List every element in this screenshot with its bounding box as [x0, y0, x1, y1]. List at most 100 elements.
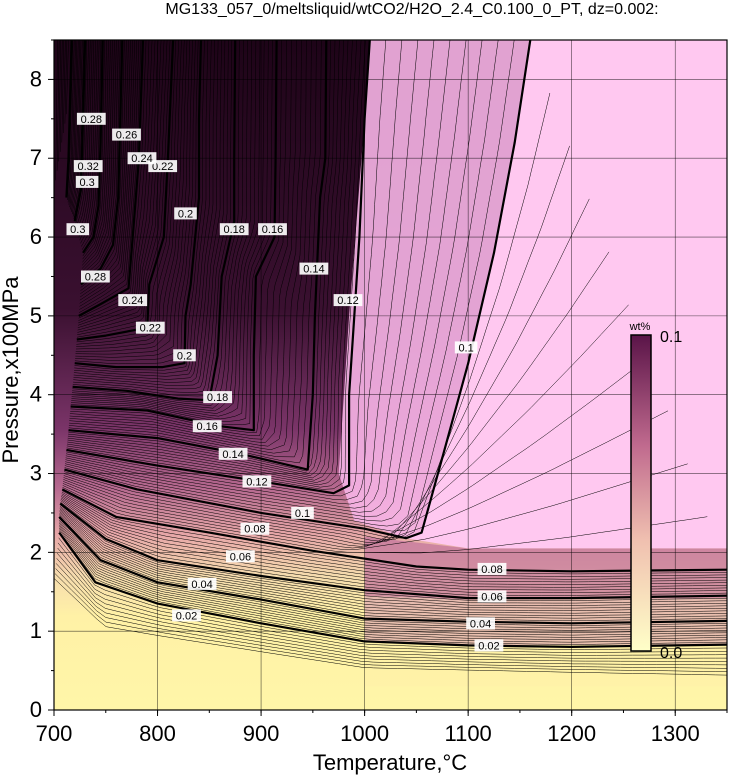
minor-contour-line: [68, 40, 76, 205]
minor-contour-line: [70, 40, 79, 210]
y-tick-label: 0: [30, 697, 42, 722]
contour-label-bg: [454, 341, 478, 354]
x-axis-label: Temperature,°C: [313, 750, 467, 775]
contour-label-bg: [203, 391, 232, 404]
minor-contour-line: [61, 490, 727, 575]
contour-label-bg: [291, 506, 314, 519]
minor-contour-line: [81, 40, 100, 247]
contour-label-bg: [135, 321, 165, 334]
contour-label: 0.28: [85, 272, 106, 284]
minor-contour-line: [81, 40, 115, 272]
minor-contour-line: [74, 40, 205, 371]
minor-contour-line: [59, 510, 727, 611]
colorbar: wt% 0.1 0.0: [629, 321, 683, 662]
contour-label: 0.24: [122, 295, 143, 307]
minor-contour-line: [75, 40, 193, 358]
minor-contour-line: [82, 40, 107, 260]
minor-contour-line: [73, 40, 226, 390]
minor-contour-line: [59, 514, 727, 619]
contour-label: 0.2: [177, 350, 192, 362]
minor-contour-line: [69, 40, 302, 447]
minor-contour-line: [78, 40, 142, 313]
contour-label: 0.04: [470, 618, 491, 630]
minor-contour-line: [80, 40, 125, 288]
minor-contour-line: [81, 40, 102, 250]
minor-contour-line: [79, 40, 133, 301]
y-tick-label: 5: [30, 303, 42, 328]
contour-label: 0.1: [295, 508, 310, 520]
minor-contour-line: [73, 40, 222, 386]
chart-title: MG133_057_0/meltsliquid/wtCO2/H2O_2.4_C0…: [165, 1, 658, 18]
contour-label: 0.02: [478, 640, 499, 652]
y-tick-label: 6: [30, 224, 42, 249]
minor-contour-line: [77, 40, 165, 333]
minor-contour-line: [65, 40, 451, 513]
minor-contour-line: [64, 40, 499, 527]
x-tick-label: 800: [139, 721, 176, 746]
minor-contour-line: [75, 40, 191, 355]
contour-label-bg: [127, 152, 157, 165]
minor-contour-line: [60, 500, 727, 593]
minor-contour-line: [59, 508, 727, 609]
contour-label-bg: [187, 577, 217, 590]
minor-contour-line: [61, 494, 727, 583]
contour-label: 0.3: [70, 224, 85, 236]
x-tick-label: 1100: [444, 721, 491, 746]
contour-label: 0.18: [207, 392, 228, 404]
minor-contour-line: [64, 40, 483, 522]
minor-contour-line: [75, 40, 188, 352]
contour-label: 0.06: [230, 551, 251, 563]
minor-contour-line: [58, 40, 61, 162]
minor-contour-line: [76, 40, 171, 338]
minor-contour-line: [60, 497, 727, 588]
contour-label: 0.2: [178, 208, 193, 220]
minor-contour-line: [67, 40, 349, 481]
minor-contour-line: [68, 40, 331, 472]
minor-contour-line: [59, 527, 727, 641]
minor-contour-line: [80, 40, 121, 282]
minor-contour-line: [61, 493, 727, 580]
minor-contour-line: [81, 40, 117, 276]
minor-contour-line: [70, 40, 287, 437]
minor-contour-line: [64, 40, 68, 124]
contour-label-bg: [174, 207, 197, 220]
contour-label: 0.02: [176, 610, 197, 622]
minor-contour-line: [71, 40, 248, 409]
minor-contour-line: [63, 40, 66, 134]
contour-label-bg: [81, 270, 110, 283]
minor-contour-line: [79, 40, 138, 307]
contour-label: 0.3: [79, 177, 94, 189]
major-contour-line: [70, 40, 278, 432]
minor-contour-line: [59, 40, 63, 152]
x-tick-label: 700: [36, 721, 73, 746]
contour-label: 0.1: [458, 342, 473, 354]
minor-contour-line: [67, 40, 344, 479]
minor-contour-line: [74, 40, 212, 377]
colorbar-unit-label: wt%: [629, 321, 651, 333]
minor-contour-line: [59, 523, 727, 633]
contour-label-bg: [226, 550, 255, 563]
minor-contour-line: [69, 40, 297, 443]
colorbar-max-label: 0.1: [660, 329, 682, 346]
minor-contour-line: [69, 40, 78, 208]
minor-contour-line: [82, 40, 109, 263]
minor-contour-line: [59, 511, 727, 614]
contour-label-bg: [172, 609, 201, 622]
minor-contour-line: [62, 463, 688, 550]
contour-label-bg: [477, 562, 507, 575]
contour-label: 0.16: [196, 421, 217, 433]
minor-contour-line: [65, 40, 403, 501]
minor-contour-line: [67, 40, 74, 201]
y-axis-label: Pressure,x100MPa: [0, 276, 23, 464]
minor-contour-line: [79, 40, 131, 298]
minor-contour-line: [59, 521, 727, 631]
minor-contour-line: [56, 558, 727, 662]
minor-contour-line: [77, 40, 93, 234]
minor-contour-line: [78, 40, 95, 238]
minor-contour-line: [68, 40, 322, 464]
major-contour-line: [58, 531, 727, 648]
contour-label-bg: [333, 294, 363, 307]
y-tick-label: 4: [30, 382, 42, 407]
grid-lines: [54, 40, 727, 710]
